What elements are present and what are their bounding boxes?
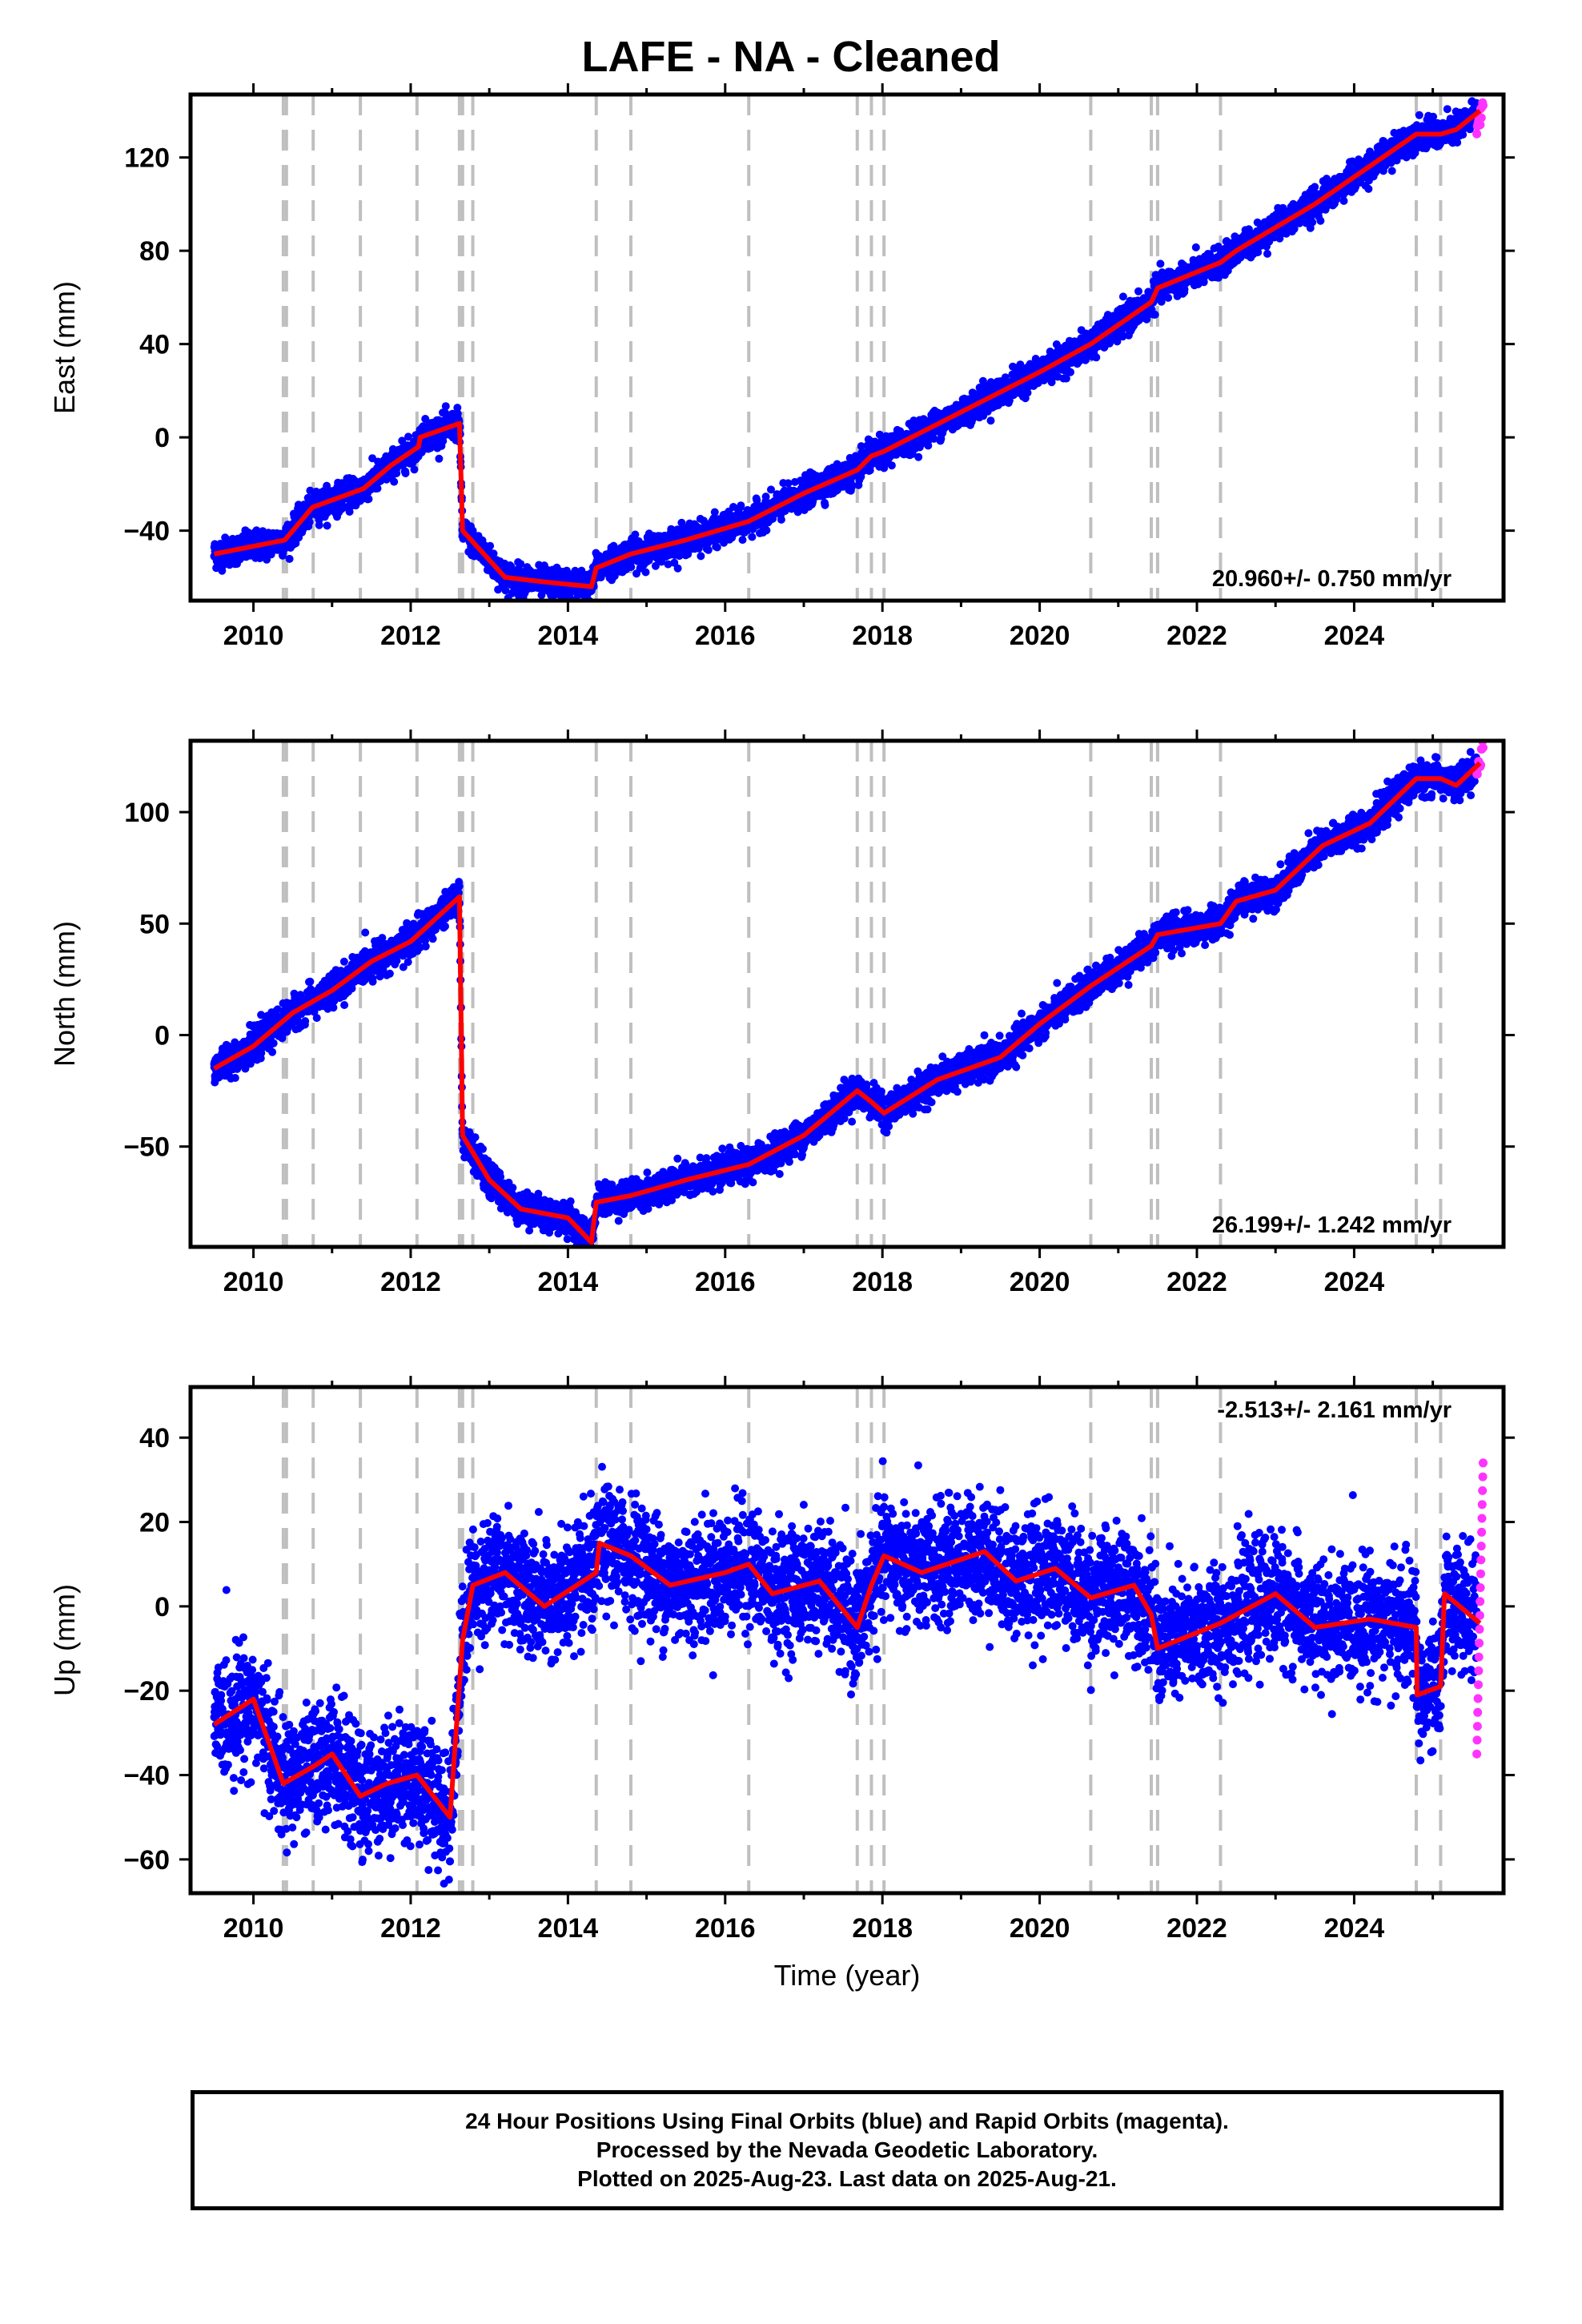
final-point (738, 536, 747, 545)
final-point (887, 461, 896, 470)
final-point (453, 404, 462, 412)
final-point (537, 591, 546, 600)
final-point (435, 454, 444, 463)
final-point (641, 568, 650, 577)
final-point (1092, 353, 1101, 362)
final-point (857, 442, 865, 451)
final-point (761, 493, 770, 501)
final-point (1066, 368, 1074, 376)
final-point (441, 402, 450, 411)
final-point (1156, 259, 1165, 268)
final-point (975, 384, 984, 392)
final-point (1118, 332, 1127, 340)
final-point (323, 521, 331, 530)
final-point (784, 479, 793, 488)
plot-area (210, 94, 1488, 601)
final-point (631, 530, 640, 539)
final-point (762, 526, 771, 535)
final-point (664, 560, 673, 569)
panel-1: 2010 2012 2014 2016 2018 2020 2022 2024−4004080… (48, 83, 1515, 651)
final-point (865, 466, 874, 475)
final-point (713, 543, 721, 552)
final-point (398, 436, 407, 445)
final-point (737, 501, 745, 510)
final-point (1254, 248, 1263, 256)
final-point (1062, 374, 1070, 383)
final-point (1191, 243, 1200, 251)
final-point (315, 521, 323, 529)
final-point (1157, 297, 1166, 306)
final-point (1263, 249, 1271, 258)
final-point (627, 563, 636, 571)
final-point (1164, 293, 1173, 302)
final-point (673, 564, 682, 573)
final-point (697, 552, 705, 561)
final-point (410, 465, 419, 474)
final-point (501, 586, 510, 595)
final-point (285, 554, 294, 563)
final-point (777, 515, 785, 524)
final-point (404, 432, 412, 441)
final-point (914, 452, 923, 461)
final-point (345, 508, 354, 516)
final-point (729, 503, 737, 511)
final-point (930, 434, 938, 443)
final-point (986, 416, 995, 425)
final-point (1047, 378, 1056, 387)
final-point (651, 561, 660, 570)
final-point (486, 541, 495, 550)
final-point (767, 485, 775, 494)
final-point (390, 477, 399, 486)
final-point (1113, 337, 1122, 346)
final-point (489, 549, 498, 558)
final-point (1023, 388, 1032, 397)
final-point (847, 483, 856, 492)
final-point (704, 545, 713, 554)
final-point (373, 484, 382, 493)
final-point (516, 560, 525, 569)
final-point (305, 517, 314, 526)
final-point (821, 501, 829, 509)
final-point (1134, 287, 1142, 296)
final-point (401, 469, 410, 477)
final-point (978, 376, 987, 385)
final-point (748, 533, 757, 541)
final-point (1118, 292, 1127, 301)
final-point (710, 508, 719, 517)
final-point (793, 508, 802, 517)
final-point (364, 495, 373, 504)
final-point (1150, 310, 1159, 319)
final-point (421, 415, 430, 423)
final-orbit-points (210, 97, 1481, 601)
final-point (892, 450, 901, 459)
chart-title: LAFE - NA - Cleaned (581, 33, 1001, 81)
